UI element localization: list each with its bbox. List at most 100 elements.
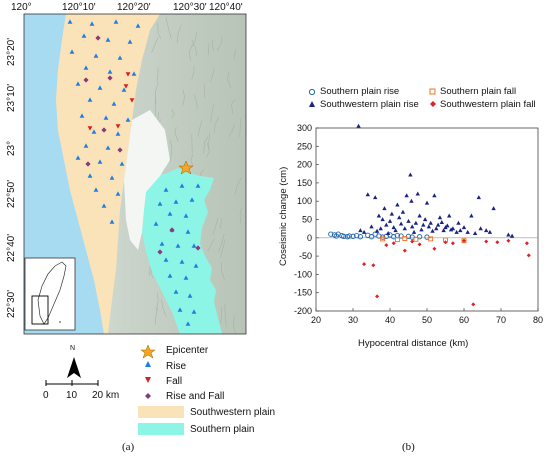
rise-station-marker [93,53,99,58]
rise-station-marker [113,19,119,24]
ridge-line [224,304,227,327]
southwestern-rise-point [430,228,435,233]
southwestern-rise-point [506,232,511,237]
legend-rise-fall-icon [145,393,151,399]
rise-fall-station-marker [95,35,101,41]
ridge-line [228,124,235,138]
taiwan-inset-map [24,257,76,331]
legend-southwestern-rise-icon [309,101,315,107]
ridge-line [214,116,220,134]
southwestern-rise-point [384,222,389,227]
ridge-line [239,118,242,138]
rise-station-marker [101,203,107,208]
rise-station-marker [191,309,197,314]
chart-legend-southwestern-fall: Southwestern plain fall [440,99,536,110]
legend-southern-fall-icon [429,88,436,95]
southwestern-rise-point [361,229,367,234]
rise-station-marker [153,221,159,226]
southwestern-rise-point [421,222,426,227]
southwestern-rise-point [369,224,374,229]
rise-station-marker [121,87,127,92]
rise-station-marker [175,243,181,248]
ridge-line [206,142,210,158]
legend-southwestern-patch [138,406,184,418]
southwestern-rise-point [373,195,378,200]
fall-station-marker [129,98,135,103]
fall-station-marker [123,84,129,89]
ridge-line [177,24,182,43]
map-frame [23,13,247,335]
southwestern-rise-point [406,218,411,223]
rise-station-marker [105,37,111,42]
rise-station-marker [75,155,81,160]
top-tick-1: 120°10' [62,2,96,13]
southern-fall-point [402,236,408,241]
southern-fall-point [394,237,400,243]
ridge-line [216,36,223,52]
southwestern-rise-point [389,211,395,216]
southwestern-rise-point [456,220,461,225]
southwestern-fall-point [432,246,437,251]
rise-station-marker [109,175,115,180]
rise-station-marker [183,213,189,218]
southwestern-rise-point [398,221,404,226]
rise-station-marker [87,97,93,102]
epicenter-star-icon [178,160,194,175]
southwestern-rise-point [378,226,383,231]
southwestern-rise-point [411,229,417,234]
legend-label-southwestern-plain: Southwestern plain [190,407,276,418]
southwestern-rise-point [472,231,478,236]
y-axis-label: Coseismic change (cm) [278,166,289,266]
southern-rise-point [398,233,404,239]
southwestern-rise-point [404,193,409,198]
southwestern-rise-point [391,225,396,230]
rise-station-marker [187,293,193,298]
white-lowland [124,110,170,250]
southwestern-rise-point [478,226,483,231]
rise-station-marker [131,71,137,76]
rise-fall-station-marker [157,249,163,255]
rise-station-marker [179,259,185,264]
y-tick-label: 100 [297,196,312,206]
southwestern-rise-point [454,229,459,234]
legend-label-epicenter: Epicenter [166,345,209,356]
southwestern-rise-point [424,200,430,205]
scale-label-2: 20 km [92,390,120,401]
rise-fall-station-marker [101,127,107,133]
legend-fall-icon [145,377,151,383]
rise-station-marker [185,229,191,234]
southwestern-rise-point [400,209,406,214]
southwestern-rise-point [439,220,444,225]
southern-rise-point [341,233,347,239]
southwestern-rise-point [432,193,437,198]
rise-station-marker [189,197,195,202]
ridge-line [154,307,158,325]
ridge-line [165,16,172,40]
rise-station-marker [67,19,73,24]
rise-station-marker [115,191,121,196]
ridge-line [169,139,173,162]
scatter-chart: 20 30 40 50 60 70 80 -200 -150 -100 -50 0 50 100 150 2… [294,88,543,325]
x-tick-label: 60 [459,315,469,325]
chart-legend-southern-fall: Southern plain fall [440,86,517,97]
southwestern-rise-point [441,228,446,233]
rise-fall-station-marker [169,227,175,233]
southwestern-fall-point [371,263,376,268]
southwestern-rise-point [448,227,454,232]
southern-rise-point [416,234,423,240]
southwestern-rise-point [402,226,407,231]
ridge-line [174,127,179,142]
southwestern-rise-point [376,213,382,218]
rise-station-marker [103,115,109,120]
ridge-line [220,238,226,258]
southwestern-rise-point [413,220,419,225]
ridge-line [212,40,215,52]
southwestern-rise-point [428,220,433,225]
chart-legend-southern-rise: Southern plain rise [320,86,400,97]
rise-fall-station-marker [117,147,123,153]
x-tick-label: 50 [422,315,432,325]
southwestern-fall-point [462,238,466,243]
inset-study-box [31,295,49,325]
southwestern-rise-point [397,215,402,220]
